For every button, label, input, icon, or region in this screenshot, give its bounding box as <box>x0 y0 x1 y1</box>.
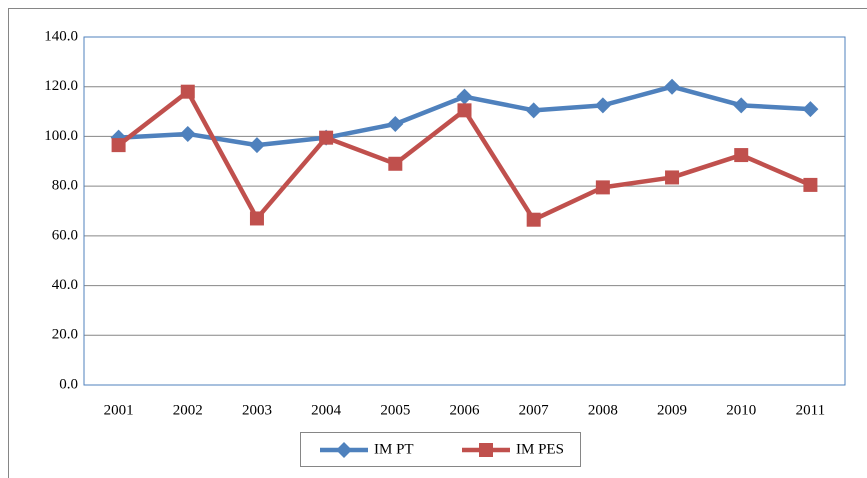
marker <box>734 148 749 163</box>
x-tick-label: 2009 <box>657 402 687 418</box>
x-tick-label: 2006 <box>450 402 481 418</box>
y-tick-label: 80.0 <box>52 178 78 194</box>
y-tick-label: 40.0 <box>52 277 78 293</box>
marker <box>595 180 610 195</box>
y-tick-label: 140.0 <box>44 28 78 44</box>
marker <box>388 156 403 171</box>
marker <box>457 103 472 118</box>
legend-label: IM PT <box>374 441 414 457</box>
x-tick-label: 2007 <box>519 402 550 418</box>
marker <box>319 130 334 145</box>
marker <box>526 212 541 227</box>
x-tick-label: 2008 <box>588 402 618 418</box>
x-tick-label: 2004 <box>311 402 342 418</box>
marker <box>387 116 404 132</box>
plot-border <box>83 36 846 386</box>
x-tick-label: 2002 <box>173 402 203 418</box>
marker <box>249 211 264 226</box>
marker <box>456 88 473 105</box>
marker <box>665 170 680 185</box>
x-tick-label: 2003 <box>242 402 272 418</box>
marker <box>803 177 818 192</box>
x-tick-label: 2010 <box>726 402 756 418</box>
marker <box>594 97 611 114</box>
x-tick-label: 2005 <box>380 402 410 418</box>
marker <box>336 442 352 458</box>
marker <box>180 84 195 99</box>
y-tick-label: 0.0 <box>59 376 78 392</box>
y-tick-label: 120.0 <box>44 78 78 94</box>
legend-label: IM PES <box>516 441 564 457</box>
marker <box>111 138 126 153</box>
marker <box>479 443 493 457</box>
marker <box>179 125 196 142</box>
marker <box>525 102 542 119</box>
y-tick-label: 100.0 <box>44 128 78 144</box>
y-tick-label: 60.0 <box>52 227 78 243</box>
marker <box>802 101 819 118</box>
y-tick-label: 20.0 <box>52 327 78 343</box>
legend: IM PT IM PES <box>300 432 581 467</box>
marker <box>733 97 750 114</box>
x-tick-label: 2001 <box>104 402 134 418</box>
x-tick-label: 2011 <box>796 402 825 418</box>
marker <box>248 137 265 154</box>
marker <box>664 78 681 95</box>
